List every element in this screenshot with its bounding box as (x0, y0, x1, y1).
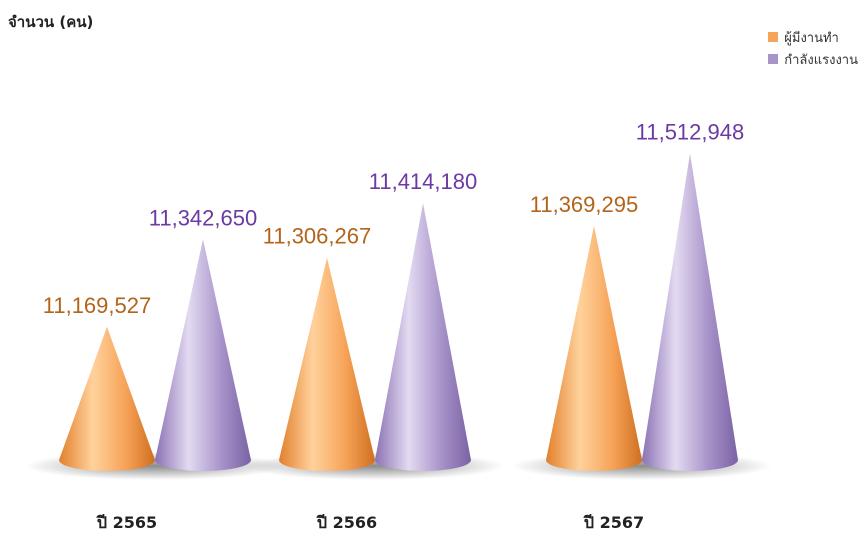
legend-item-employed: ผู้มีงานทำ (768, 26, 858, 48)
y-axis-unit-label: จำนวน (คน) (8, 13, 94, 31)
cone-employed (59, 326, 155, 471)
cone-labor-force (375, 203, 471, 471)
cone-employed (546, 225, 642, 471)
cone-employed (279, 257, 375, 471)
legend: ผู้มีงานทำ กำลังแรงงาน (768, 26, 858, 70)
data-label-labor-force: 11,342,650 (149, 205, 257, 230)
legend-label-labor-force: กำลังแรงงาน (784, 52, 858, 68)
data-label-employed: 11,306,267 (263, 224, 371, 249)
legend-label-employed: ผู้มีงานทำ (784, 30, 839, 46)
cone-labor-force (642, 153, 738, 471)
legend-swatch-labor-force (768, 54, 779, 64)
category-label: ปี 2565 (95, 513, 157, 532)
legend-item-labor-force: กำลังแรงงาน (768, 48, 858, 70)
category-label: ปี 2566 (315, 513, 377, 532)
data-label-labor-force: 11,414,180 (369, 169, 477, 194)
data-label-employed: 11,369,295 (530, 192, 638, 217)
category-label: ปี 2567 (582, 513, 644, 532)
legend-swatch-employed (768, 32, 779, 42)
data-label-employed: 11,169,527 (43, 293, 151, 318)
data-label-labor-force: 11,512,948 (636, 119, 744, 144)
cone-labor-force (155, 239, 251, 471)
